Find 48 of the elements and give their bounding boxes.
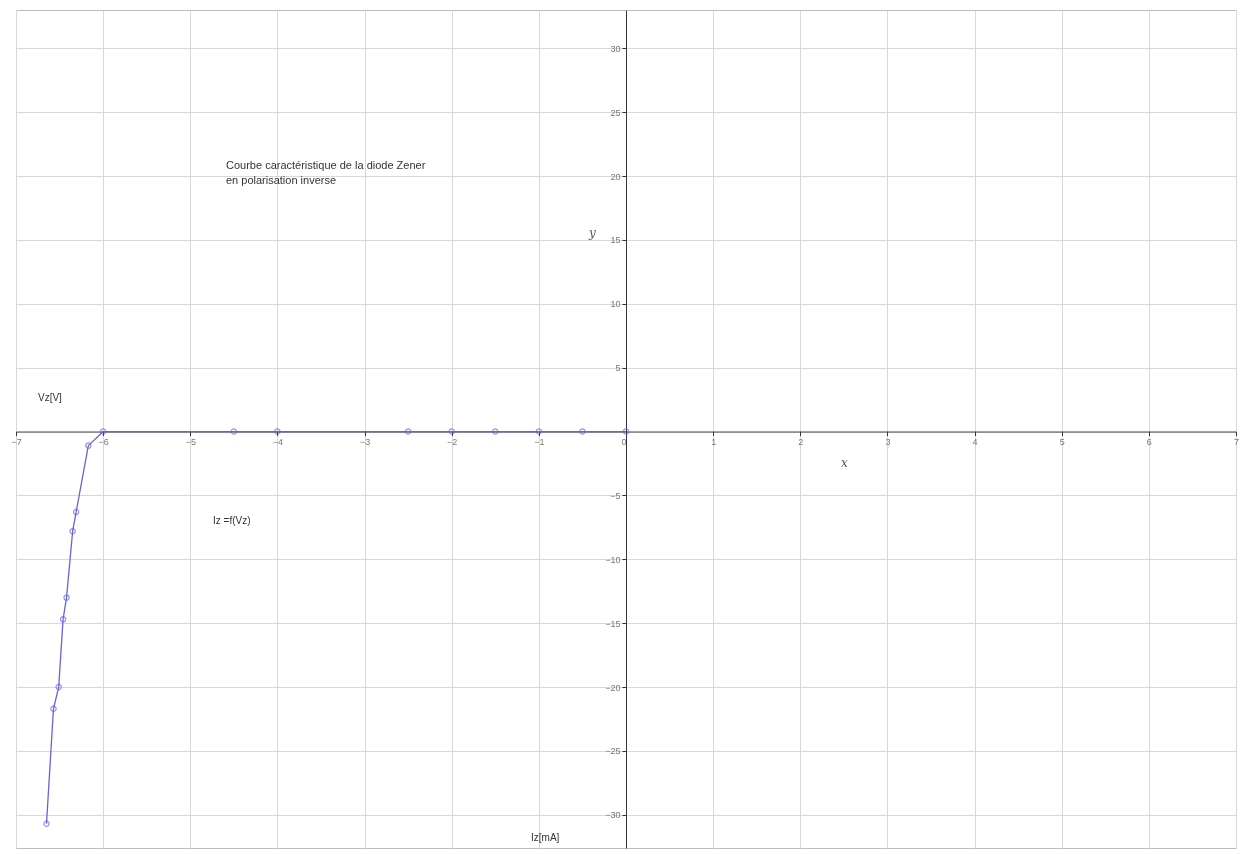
annotation: Iz[mA] xyxy=(531,832,560,843)
point xyxy=(99,428,107,435)
x-tick-label: 7 xyxy=(1233,437,1240,448)
y-tick-label: 25 xyxy=(610,107,621,118)
x-tick-label: −7 xyxy=(11,437,22,448)
point xyxy=(55,683,62,691)
y-tick-label: −30 xyxy=(605,810,621,821)
point xyxy=(69,527,76,535)
x-tick-label: −6 xyxy=(98,437,109,448)
x-axis-title: x xyxy=(840,456,848,471)
annotation: Iz =f(Vz) xyxy=(213,515,251,527)
x-tick-label: 2 xyxy=(798,437,804,448)
x-tick-label: −1 xyxy=(534,437,545,448)
point xyxy=(535,428,543,435)
text: en polarisation inverse xyxy=(226,174,337,186)
y-tick-label: −5 xyxy=(610,490,621,501)
x-tick-label: 5 xyxy=(1059,437,1065,448)
x-tick-label: 4 xyxy=(972,437,978,448)
y-tick-label: −15 xyxy=(605,618,621,629)
y-tick-label: −25 xyxy=(605,746,621,757)
x-tick-label: −5 xyxy=(185,437,196,448)
y-tick-label: 30 xyxy=(610,43,621,54)
point xyxy=(230,428,238,435)
annotation: Vz[V] xyxy=(38,392,63,404)
y-axis-title: y xyxy=(588,226,597,241)
x-tick-label: 1 xyxy=(711,437,717,448)
y-tick-label: 5 xyxy=(615,363,621,374)
x-tick-label: −3 xyxy=(359,437,371,448)
point xyxy=(72,508,80,516)
y-tick-label: 15 xyxy=(610,235,621,246)
text: Courbe caractéristique de la diode Zener xyxy=(226,159,426,171)
y-tick-label: 10 xyxy=(610,299,621,310)
point xyxy=(404,428,412,435)
y-tick-label: −10 xyxy=(605,554,621,565)
y-tick-label: 20 xyxy=(610,171,621,182)
point xyxy=(50,705,57,712)
point xyxy=(492,428,499,435)
x-tick-label: −4 xyxy=(272,437,284,448)
point xyxy=(63,594,70,601)
point xyxy=(579,428,586,435)
point xyxy=(59,616,67,623)
x-tick-label: 3 xyxy=(885,437,891,448)
point xyxy=(85,442,92,449)
x-tick-label: 6 xyxy=(1146,437,1152,448)
x-tick-label: −2 xyxy=(447,437,458,448)
x-tick-label: 0 xyxy=(621,437,627,448)
point xyxy=(448,428,455,435)
y-tick-label: −20 xyxy=(605,682,621,693)
